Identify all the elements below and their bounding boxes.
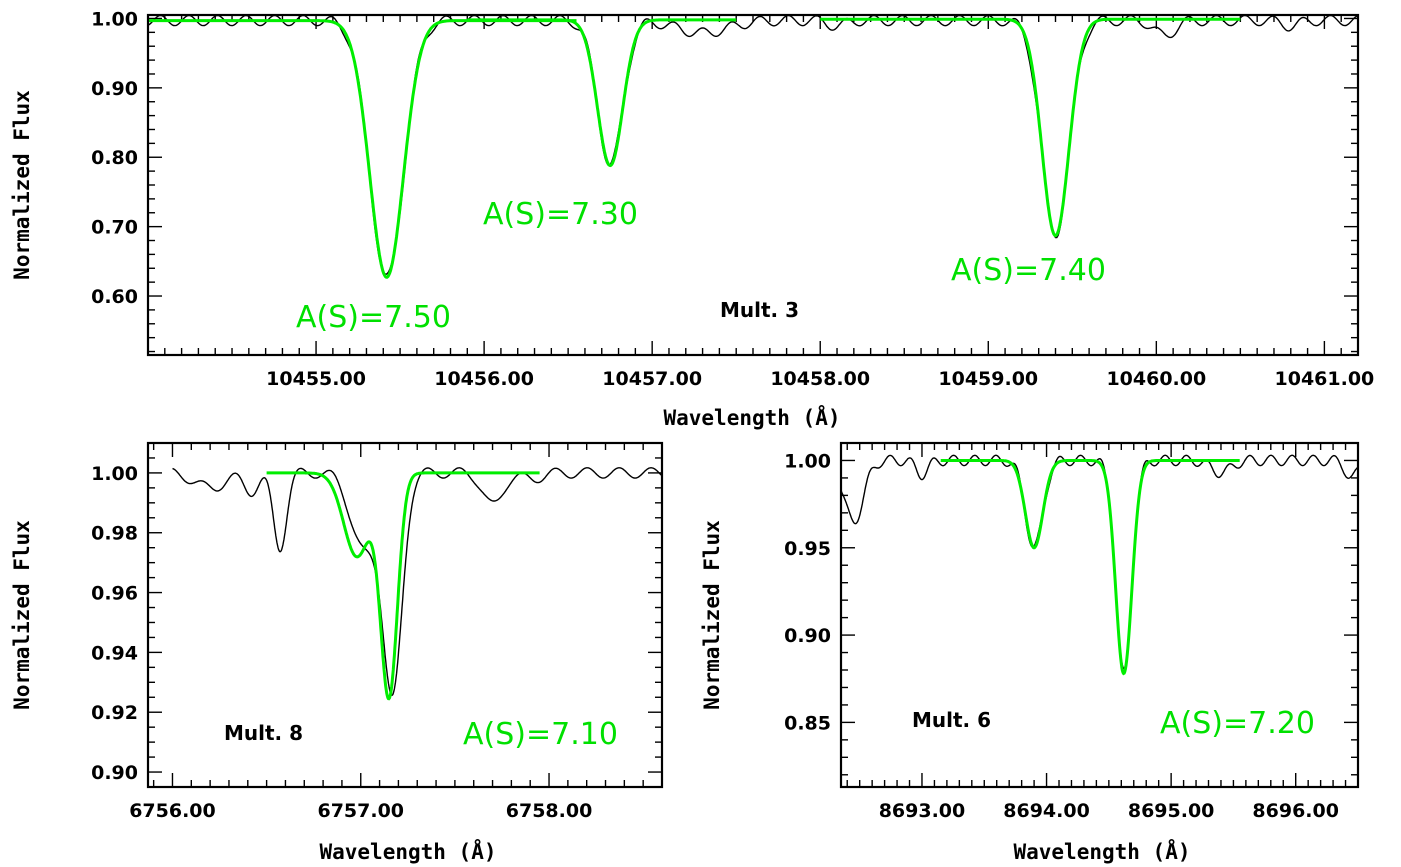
synthetic-spectrum bbox=[467, 18, 737, 168]
top-abundance-label-1: A(S)=7.50 bbox=[296, 300, 451, 335]
x-tick-label: 6756.00 bbox=[129, 800, 216, 822]
y-tick-label: 1.00 bbox=[91, 463, 138, 485]
observed-spectrum bbox=[841, 454, 1358, 670]
y-tick-label: 0.60 bbox=[91, 286, 138, 308]
bottom-right-ticks bbox=[841, 442, 1359, 787]
x-tick-label: 10457.00 bbox=[602, 368, 702, 390]
x-tick-label: 6758.00 bbox=[506, 800, 593, 822]
bottom-left-x-tick-labels: 6756.00 6757.00 6758.00 bbox=[129, 800, 592, 822]
bottom-right-y-tick-labels: 0.85 0.90 0.95 1.00 bbox=[784, 450, 831, 734]
y-tick-label: 0.98 bbox=[91, 523, 138, 545]
bottom-left-abundance-label: A(S)=7.10 bbox=[463, 717, 618, 752]
bottom-right-y-axis-label: Normalized Flux bbox=[700, 520, 724, 710]
x-tick-label: 10456.00 bbox=[434, 368, 534, 390]
y-tick-label: 0.90 bbox=[91, 78, 138, 100]
synthetic-spectrum bbox=[148, 19, 577, 279]
synthetic-spectrum bbox=[940, 459, 1240, 676]
top-y-axis-label: Normalized Flux bbox=[10, 90, 34, 280]
x-tick-label: 6757.00 bbox=[317, 800, 404, 822]
bottom-right-curves bbox=[841, 454, 1358, 676]
bottom-left-y-tick-labels: 0.90 0.92 0.94 0.96 0.98 1.00 bbox=[91, 463, 138, 784]
observed-spectrum bbox=[172, 467, 662, 697]
y-tick-label: 0.94 bbox=[91, 642, 138, 664]
y-tick-label: 1.00 bbox=[91, 8, 138, 30]
x-tick-label: 10455.00 bbox=[266, 368, 366, 390]
x-tick-label: 8695.00 bbox=[1128, 800, 1215, 822]
top-curves bbox=[148, 15, 1358, 279]
x-tick-label: 8694.00 bbox=[1003, 800, 1090, 822]
top-multiplet-label: Mult. 3 bbox=[720, 298, 799, 322]
panel-bottom-left: 6756.00 6757.00 6758.00 0.900.920.940.960.… bbox=[10, 441, 664, 864]
y-tick-label: 1.00 bbox=[784, 450, 831, 472]
bottom-left-plot-frame bbox=[146, 441, 664, 789]
bottom-right-plot-frame bbox=[839, 441, 1360, 789]
bottom-left-curves bbox=[172, 467, 662, 701]
bottom-right-abundance-label: A(S)=7.20 bbox=[1160, 706, 1315, 741]
top-plot-frame bbox=[146, 13, 1360, 357]
top-x-axis-label: Wavelength (Å) bbox=[663, 405, 840, 430]
y-tick-label: 0.80 bbox=[91, 147, 138, 169]
x-tick-label: 10459.00 bbox=[938, 368, 1038, 390]
bottom-right-x-tick-labels: 8693.00 8694.00 8695.00 8696.00 bbox=[879, 800, 1339, 822]
y-tick-label: 0.96 bbox=[91, 583, 138, 605]
synthetic-spectrum bbox=[820, 17, 1241, 238]
y-tick-label: 0.90 bbox=[91, 762, 138, 784]
top-x-tick-labels: 10455.00 10456.00 10457.00 10458.00 10459.00… bbox=[266, 368, 1374, 390]
y-tick-label: 0.70 bbox=[91, 217, 138, 239]
top-abundance-label-3: A(S)=7.40 bbox=[951, 253, 1106, 288]
top-abundance-label-2: A(S)=7.30 bbox=[483, 197, 638, 232]
bottom-right-x-axis-label: Wavelength (Å) bbox=[1013, 839, 1190, 864]
y-tick-label: 0.90 bbox=[784, 625, 831, 647]
x-tick-label: 8696.00 bbox=[1252, 800, 1339, 822]
bottom-left-x-axis-label: Wavelength (Å) bbox=[319, 839, 496, 864]
x-tick-label: 10460.00 bbox=[1106, 368, 1206, 390]
y-tick-label: 0.92 bbox=[91, 702, 138, 724]
x-tick-label: 8693.00 bbox=[879, 800, 966, 822]
bottom-right-multiplet-label: Mult. 6 bbox=[912, 708, 991, 732]
bottom-left-y-axis-label: Normalized Flux bbox=[10, 520, 34, 710]
x-tick-label: 10458.00 bbox=[770, 368, 870, 390]
observed-spectrum bbox=[148, 15, 1358, 276]
x-tick-label: 10461.00 bbox=[1275, 368, 1375, 390]
synthetic-spectrum bbox=[266, 471, 540, 701]
panel-top: 10455.00 10456.00 10457.00 10458.00 10459.00… bbox=[10, 8, 1374, 430]
panel-bottom-right: 8693.00 8694.00 8695.00 8696.00 0.85 0.90 0.9… bbox=[700, 441, 1360, 864]
y-tick-label: 0.85 bbox=[784, 712, 831, 734]
top-y-tick-labels: 0.60 0.70 0.80 0.90 1.00 bbox=[91, 8, 138, 308]
bottom-left-multiplet-label: Mult. 8 bbox=[224, 721, 303, 745]
y-tick-label: 0.95 bbox=[784, 538, 831, 560]
